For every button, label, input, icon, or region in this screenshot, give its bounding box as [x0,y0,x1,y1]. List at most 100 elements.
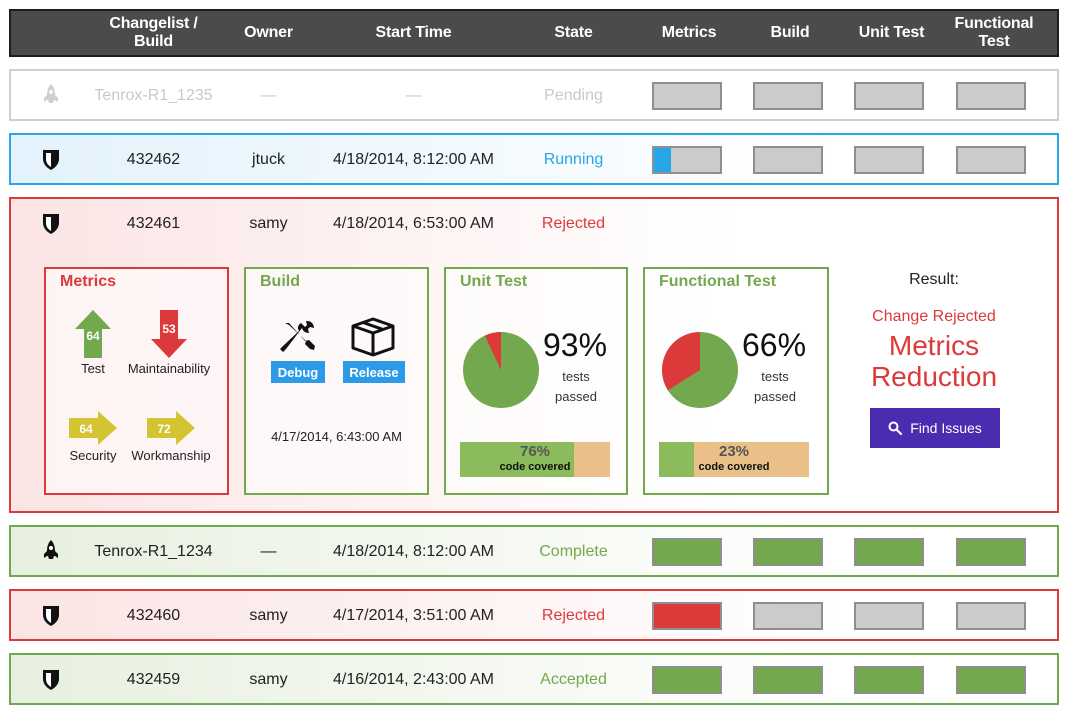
build-panel: Build Debug Release 4/17/2014, 6:43:00 A… [244,267,429,495]
header-changelist[interactable]: Changelist / Build [109,15,198,50]
find-issues-label: Find Issues [910,420,982,436]
metric-test[interactable]: 64 Test [48,309,138,376]
rocket-icon [44,540,58,559]
functional-test-status-bar[interactable] [956,146,1026,174]
metrics-status-bar[interactable] [652,538,722,566]
start-time: 4/16/2014, 2:43:00 AM [332,670,494,688]
header-functional-test[interactable]: Functional Test [954,15,1034,50]
metric-workmanship[interactable]: 72 Workmanship [126,410,216,463]
changelist[interactable]: 432462 [126,150,181,168]
unit-test-status-bar[interactable] [854,602,924,630]
metrics-status-bar[interactable] [652,602,722,630]
functional-test-status-bar[interactable] [956,538,1026,566]
metric-security[interactable]: 64 Security [48,410,138,463]
release-button[interactable]: Release [343,361,405,383]
functional-test-status-bar[interactable] [956,666,1026,694]
build-status-bar[interactable] [753,146,823,174]
table-row[interactable]: Tenrox-R1_1235 — — Pending [9,69,1059,121]
build-date: 4/17/2014, 6:43:00 AM [271,429,402,444]
build-status-bar[interactable] [753,538,823,566]
unit-test-sub: tests passed [555,369,597,404]
table-header: Changelist / Build Owner Start Time Stat… [9,9,1059,57]
coverage-fill [460,442,574,477]
expanded-row[interactable]: 432461 samy 4/18/2014, 6:53:00 AM Reject… [9,197,1059,513]
tools-icon [280,321,315,352]
unit-test-pie-chart[interactable] [462,331,540,409]
table-row[interactable]: 432460 samy 4/17/2014, 3:51:00 AM Reject… [9,589,1059,641]
search-icon [888,421,903,435]
owner: samy [249,214,288,232]
shield-icon [43,670,59,690]
coverage-value: 23% [718,443,750,460]
header-unit-test[interactable]: Unit Test [858,24,925,41]
functional-test-panel-title: Functional Test [659,273,777,290]
build-status-bar[interactable] [753,666,823,694]
result-reason: Metrics Reduction [870,330,998,392]
header-state[interactable]: State [554,24,593,41]
shield-icon [43,214,59,234]
table-row[interactable]: Tenrox-R1_1234 — 4/18/2014, 8:12:00 AM C… [9,525,1059,577]
metric-value: 64 [86,329,100,343]
start-time: 4/18/2014, 8:12:00 AM [332,150,494,168]
metrics-status-bar[interactable] [652,82,722,110]
debug-button[interactable]: Debug [271,361,325,383]
metrics-status-bar[interactable] [652,666,722,694]
header-start-time[interactable]: Start Time [375,24,452,41]
coverage-label: code covered [499,461,571,473]
state-label: Running [543,150,604,168]
functional-test-status-bar[interactable] [956,82,1026,110]
unit-test-panel: Unit Test 93% tests passed 76% code cove… [444,267,628,495]
changelist[interactable]: Tenrox-R1_1234 [94,542,213,560]
functional-coverage-bar[interactable]: 23% code covered [659,442,809,477]
start-time: 4/17/2014, 3:51:00 AM [332,606,494,624]
shield-icon [43,150,59,170]
functional-test-pie-chart[interactable] [661,331,739,409]
shield-icon [43,606,59,626]
owner: — [260,86,277,104]
find-issues-button[interactable]: Find Issues [870,408,1000,448]
header-build[interactable]: Build [770,24,810,41]
unit-test-percent: 93% [543,327,608,363]
changelist[interactable]: Tenrox-R1_1235 [94,86,213,104]
changelist[interactable]: 432461 [126,214,181,232]
coverage-label: code covered [698,461,770,473]
unit-coverage-bar[interactable]: 76% code covered [460,442,610,477]
owner: samy [249,606,288,624]
result-status: Change Rejected [872,308,996,325]
metric-label: Test [81,361,105,376]
header-metrics[interactable]: Metrics [661,24,717,41]
changelist[interactable]: 432459 [126,670,181,688]
build-status-bar[interactable] [753,602,823,630]
state-label: Pending [544,86,603,104]
metric-value: 72 [157,422,171,436]
metrics-panel-title: Metrics [60,273,117,290]
unit-test-panel-title: Unit Test [460,273,528,290]
unit-test-status-bar[interactable] [854,82,924,110]
start-time: 4/18/2014, 6:53:00 AM [332,214,494,232]
table-row[interactable]: 432462 jtuck 4/18/2014, 8:12:00 AM Runni… [9,133,1059,185]
arrow-right-icon: 72 [147,411,195,445]
functional-test-status-bar[interactable] [956,602,1026,630]
table-row[interactable]: 432459 samy 4/16/2014, 2:43:00 AM Accept… [9,653,1059,705]
functional-test-sub: tests passed [754,369,796,404]
header-owner[interactable]: Owner [244,24,293,41]
start-time: 4/18/2014, 8:12:00 AM [332,542,494,560]
metric-label: Maintainability [127,361,211,376]
functional-test-percent: 66% [742,327,807,363]
unit-test-status-bar[interactable] [854,538,924,566]
metrics-status-bar[interactable] [652,146,722,174]
owner: — [260,542,277,560]
box-icon [351,317,395,357]
unit-test-status-bar[interactable] [854,146,924,174]
metric-maintainability[interactable]: 53 Maintainability [124,309,214,376]
coverage-fill [659,442,694,477]
owner: samy [249,670,288,688]
pie-fail-slice [484,332,501,370]
metric-value: 64 [79,422,93,436]
arrow-down-icon: 53 [151,310,187,358]
build-status-bar[interactable] [753,82,823,110]
state-label: Rejected [541,214,606,232]
changelist[interactable]: 432460 [126,606,181,624]
unit-test-status-bar[interactable] [854,666,924,694]
state-label: Accepted [540,670,607,688]
